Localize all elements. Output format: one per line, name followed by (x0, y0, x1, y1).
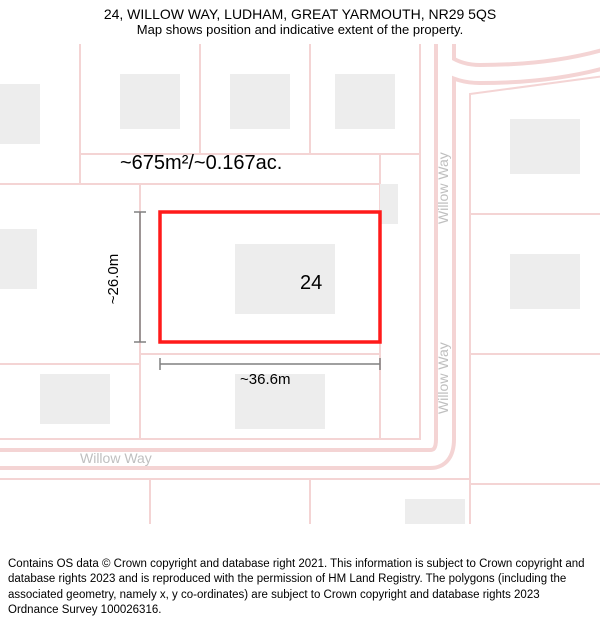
building (40, 374, 110, 424)
area-label: ~675m²/~0.167ac. (120, 152, 282, 174)
plot-outline (470, 354, 600, 484)
map-container: 24 ~675m²/~0.167ac. ~26.0m ~36.6m Willow Way… (0, 44, 600, 524)
building (510, 254, 580, 309)
page-subtitle: Map shows position and indicative extent… (10, 22, 590, 37)
dimension-width: ~36.6m (160, 358, 380, 388)
building (380, 184, 398, 224)
building (405, 499, 465, 524)
dimension-label: ~26.0m (105, 254, 122, 304)
dimension-label: ~36.6m (240, 371, 290, 388)
map-svg: 24 ~675m²/~0.167ac. ~26.0m ~36.6m Willow Way… (0, 44, 600, 524)
building (335, 74, 395, 129)
road-label: Willow Way (80, 450, 152, 466)
building (0, 84, 40, 144)
building (120, 74, 180, 129)
building (0, 229, 37, 289)
header: 24, WILLOW WAY, LUDHAM, GREAT YARMOUTH, … (0, 0, 600, 39)
page-root: 24, WILLOW WAY, LUDHAM, GREAT YARMOUTH, … (0, 0, 600, 625)
road-label: Willow Way (435, 342, 451, 414)
dimension-height: ~26.0m (105, 212, 146, 342)
building (510, 119, 580, 174)
plot-outline (150, 479, 310, 524)
page-title: 24, WILLOW WAY, LUDHAM, GREAT YARMOUTH, … (10, 6, 590, 22)
building (230, 74, 290, 129)
copyright-footer: Contains OS data © Crown copyright and d… (8, 557, 592, 619)
house-number: 24 (300, 272, 322, 294)
road-label: Willow Way (435, 152, 451, 224)
plot-outline (0, 479, 150, 524)
